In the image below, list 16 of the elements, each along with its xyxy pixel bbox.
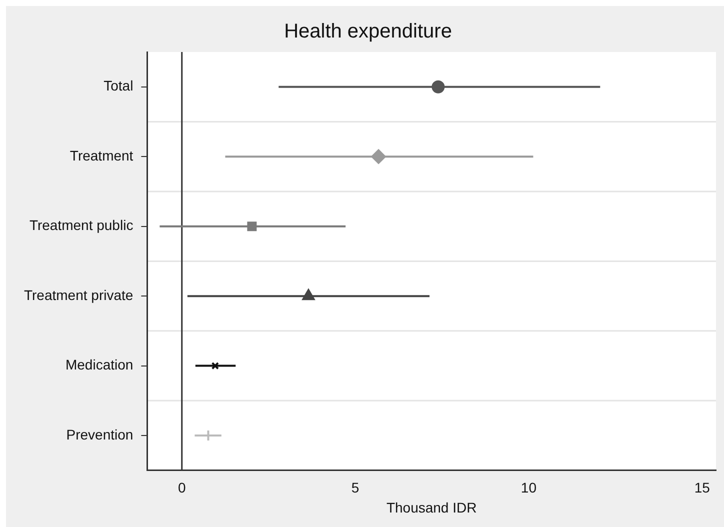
- point: [432, 80, 445, 94]
- point: [371, 149, 386, 164]
- y-tick-label: Medication: [65, 356, 134, 373]
- x-tick-label: 5: [351, 480, 360, 496]
- y-tick-label: Treatment private: [24, 286, 134, 303]
- chart-title: Health expenditure: [284, 20, 452, 43]
- y-tick-label: Total: [104, 78, 134, 94]
- x-axis-title: Thousand IDR: [386, 499, 477, 516]
- x-tick-label: 15: [694, 480, 710, 496]
- x-tick-label: 0: [178, 480, 186, 496]
- point: [247, 222, 257, 232]
- point: [211, 362, 219, 370]
- x-tick-label: 10: [520, 480, 537, 496]
- y-tick-label: Prevention: [66, 426, 134, 442]
- y-tick-label: Treatment: [70, 147, 134, 164]
- y-tick-label: Treatment public: [29, 217, 134, 234]
